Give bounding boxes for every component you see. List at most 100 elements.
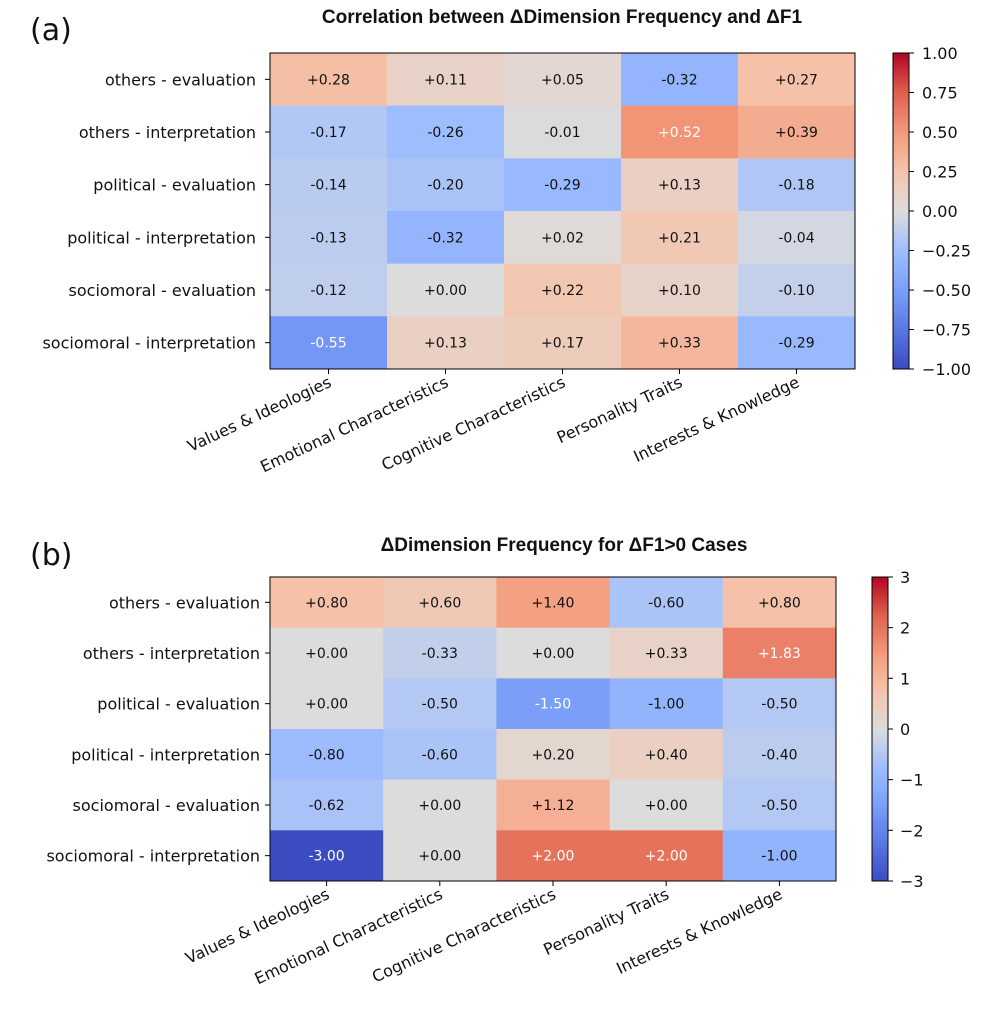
row-label: political - evaluation — [93, 176, 256, 195]
heatmap-cell — [609, 779, 724, 831]
heatmap-cell — [496, 779, 611, 831]
cell-value-label: +0.13 — [424, 336, 467, 352]
cell-value-label: +0.00 — [424, 283, 467, 299]
cell-value-label: -0.40 — [761, 747, 797, 763]
heatmap-cell — [383, 729, 497, 781]
heatmap-cells-a: +0.28 +0.11 +0.05 -0.32 +0.27 -0.17 -0.26 -0.01… — [269, 52, 856, 370]
colorbar-tick-label: 0.50 — [922, 123, 958, 142]
column-label: Cognitive Characteristics — [369, 884, 559, 986]
heatmap-cell — [383, 678, 497, 730]
heatmap-panel-b: (b) ΔDimension Frequency for ΔF1>0 Cases… — [30, 535, 924, 988]
row-label: sociomoral - evaluation — [69, 281, 256, 300]
heatmap-cell — [496, 577, 611, 629]
colorbar-tick-label: 0.25 — [922, 163, 958, 182]
colorbar-tick-label: −1.00 — [922, 360, 971, 379]
cell-value-label: -0.29 — [544, 178, 580, 194]
heatmap-cell — [738, 105, 856, 159]
cell-value-label: -0.60 — [648, 595, 684, 611]
cell-value-label: -1.00 — [761, 849, 797, 865]
cell-value-label: -0.80 — [308, 747, 344, 763]
cell-value-label: -0.01 — [544, 125, 580, 141]
heatmap-cell — [722, 729, 837, 781]
cell-value-label: +0.52 — [658, 125, 701, 141]
cell-value-label: -0.13 — [310, 230, 346, 246]
colorbar-tick-label: −2 — [900, 821, 924, 840]
heatmap-cell — [504, 53, 622, 107]
chart-title-b: ΔDimension Frequency for ΔF1>0 Cases — [381, 535, 748, 556]
cell-value-label: +1.83 — [758, 646, 801, 662]
cell-value-label: +0.13 — [658, 178, 701, 194]
row-label: sociomoral - evaluation — [73, 796, 260, 815]
colorbar-b: 3 2 1 0 −1 −2 −3 — [871, 568, 924, 891]
heatmap-cell — [504, 105, 622, 159]
heatmap-cell — [738, 263, 856, 317]
cell-value-label: +0.33 — [658, 336, 701, 352]
heatmap-cell — [496, 830, 611, 882]
cell-value-label: +0.39 — [775, 125, 818, 141]
heatmap-cell — [387, 211, 505, 265]
cell-value-label: +0.11 — [424, 72, 467, 88]
cell-value-label: -0.33 — [422, 646, 458, 662]
cell-value-label: +0.05 — [541, 72, 584, 88]
heatmap-cell — [270, 577, 384, 629]
cell-value-label: +1.40 — [532, 595, 575, 611]
cell-value-label: -0.32 — [661, 72, 697, 88]
cell-value-label: -0.10 — [778, 283, 814, 299]
heatmap-cell — [738, 158, 856, 212]
heatmap-cell — [270, 158, 388, 212]
row-label: others - evaluation — [105, 70, 256, 89]
cell-value-label: +0.21 — [658, 230, 701, 246]
heatmap-cell — [270, 627, 384, 679]
cell-value-label: +2.00 — [532, 849, 575, 865]
heatmap-cell — [270, 729, 384, 781]
cell-value-label: +0.60 — [418, 595, 461, 611]
heatmap-cell — [270, 211, 388, 265]
row-label: others - evaluation — [109, 593, 260, 612]
heatmap-cell — [496, 729, 611, 781]
heatmap-cell — [270, 53, 388, 107]
heatmap-cell — [621, 211, 739, 265]
heatmap-cell — [609, 627, 724, 679]
heatmap-cell — [738, 316, 856, 370]
cell-value-label: -3.00 — [308, 849, 344, 865]
heatmap-cell — [387, 105, 505, 159]
heatmap-cell — [738, 211, 856, 265]
heatmap-cell — [504, 316, 622, 370]
heatmap-cell — [722, 779, 837, 831]
heatmap-cell — [383, 830, 497, 882]
heatmap-cell — [621, 105, 739, 159]
cell-value-label: +1.12 — [532, 798, 575, 814]
heatmap-cell — [609, 577, 724, 629]
cell-value-label: -0.12 — [310, 283, 346, 299]
cell-value-label: +0.80 — [305, 595, 348, 611]
cell-value-label: -0.17 — [310, 125, 346, 141]
heatmap-cell — [621, 53, 739, 107]
colorbar-tick-label: 2 — [900, 619, 910, 638]
heatmap-cell — [387, 316, 505, 370]
cell-value-label: -0.29 — [778, 336, 814, 352]
cell-value-label: -0.20 — [427, 178, 463, 194]
cell-value-label: +0.80 — [758, 595, 801, 611]
cell-value-label: -0.04 — [778, 230, 814, 246]
heatmap-cell — [504, 211, 622, 265]
column-label: Emotional Characteristics — [257, 372, 451, 476]
heatmap-cell — [738, 53, 856, 107]
colorbar-tick-label: −1 — [900, 771, 924, 790]
row-label: political - evaluation — [97, 695, 260, 714]
cell-value-label: +0.10 — [658, 283, 701, 299]
colorbar-gradient — [892, 52, 910, 370]
cell-value-label: +0.40 — [645, 747, 688, 763]
cell-value-label: +0.33 — [645, 646, 688, 662]
cell-value-label: +0.00 — [418, 849, 461, 865]
cell-value-label: +2.00 — [645, 849, 688, 865]
heatmap-cell — [387, 263, 505, 317]
heatmap-cell — [496, 627, 611, 679]
heatmap-cell — [387, 158, 505, 212]
heatmap-cell — [504, 158, 622, 212]
colorbar-tick-label: 3 — [900, 568, 910, 587]
chart-title-a: Correlation between ΔDimension Frequency… — [322, 7, 803, 28]
cell-value-label: -0.18 — [778, 178, 814, 194]
